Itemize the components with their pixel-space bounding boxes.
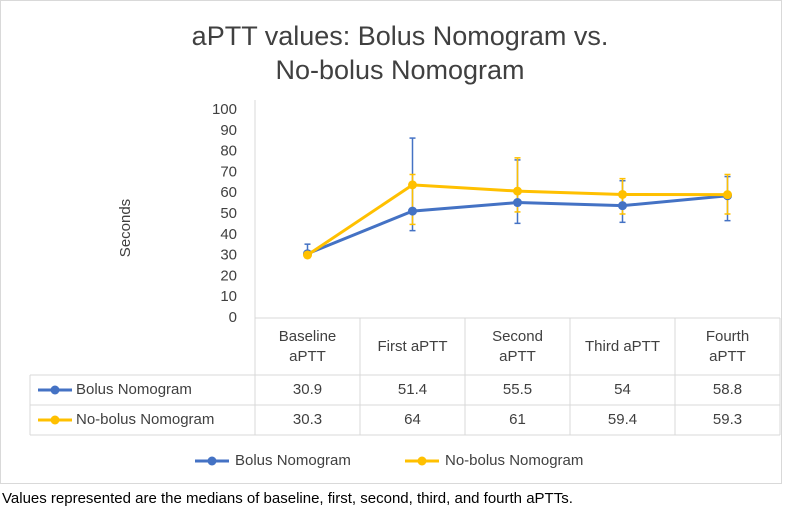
point: [618, 201, 627, 211]
legend-key-marker: [417, 456, 427, 466]
point: [408, 180, 417, 190]
x-tick-label: Third aPTT: [584, 337, 660, 355]
footnote: Values represented are the medians of ba…: [2, 490, 573, 507]
y-tick-label: 90: [220, 122, 237, 139]
y-tick-label: 80: [220, 143, 237, 160]
table-row-label: No-bolus Nomogram: [76, 411, 214, 428]
y-tick-label: 50: [220, 205, 237, 222]
point: [513, 186, 522, 196]
legend-label: No-bolus Nomogram: [445, 452, 583, 469]
chart-title: aPTT values: Bolus Nomogram vs. No-bolus …: [192, 21, 609, 85]
chart-border: [0, 0, 782, 484]
x-tick-label: Second aPTT: [492, 327, 543, 365]
table-cell: 54: [614, 381, 631, 398]
y-tick-label: 100: [212, 101, 237, 118]
table-cell: 55.5: [503, 381, 532, 398]
table-cell: 30.9: [293, 381, 322, 398]
point: [618, 189, 627, 199]
legend-key-marker: [50, 415, 60, 425]
table-cell: 30.3: [293, 411, 322, 428]
point: [408, 206, 417, 216]
point: [513, 198, 522, 208]
table-cell: 51.4: [398, 381, 427, 398]
legend-key-marker: [50, 385, 60, 395]
table-cell: 59.4: [608, 411, 637, 428]
y-tick-label: 40: [220, 226, 237, 243]
y-axis-label: Seconds: [117, 199, 134, 257]
x-tick-label: First aPTT: [377, 337, 448, 355]
table-cell: 58.8: [713, 381, 742, 398]
y-tick-label: 30: [220, 247, 237, 264]
legend-label: Bolus Nomogram: [235, 452, 351, 469]
table-cell: 61: [509, 411, 526, 428]
point: [723, 190, 732, 200]
y-tick-label: 20: [220, 267, 237, 284]
y-tick-label: 10: [220, 288, 237, 305]
y-tick-label: 60: [220, 184, 237, 201]
point: [303, 250, 312, 260]
table-cell: 59.3: [713, 411, 742, 428]
legend-key-marker: [207, 456, 217, 466]
y-tick-label: 0: [229, 309, 237, 326]
table-cell: 64: [404, 411, 421, 428]
table-row-label: Bolus Nomogram: [76, 381, 192, 398]
x-tick-label: Baseline aPTT: [278, 327, 337, 365]
y-tick-label: 70: [220, 163, 237, 180]
x-tick-label: Fourth aPTT: [705, 327, 750, 365]
